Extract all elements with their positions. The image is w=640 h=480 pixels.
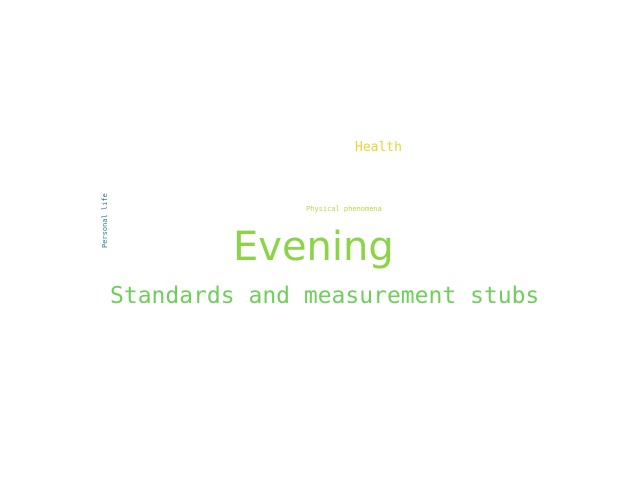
word-personal-life: Personal life xyxy=(101,193,109,248)
word-physical-phenomena: Physical phenomena xyxy=(306,205,382,213)
word-health: Health xyxy=(355,140,402,155)
word-evening: Evening xyxy=(233,224,394,270)
word-standards-and-measurement-stubs: Standards and measurement stubs xyxy=(110,283,540,309)
